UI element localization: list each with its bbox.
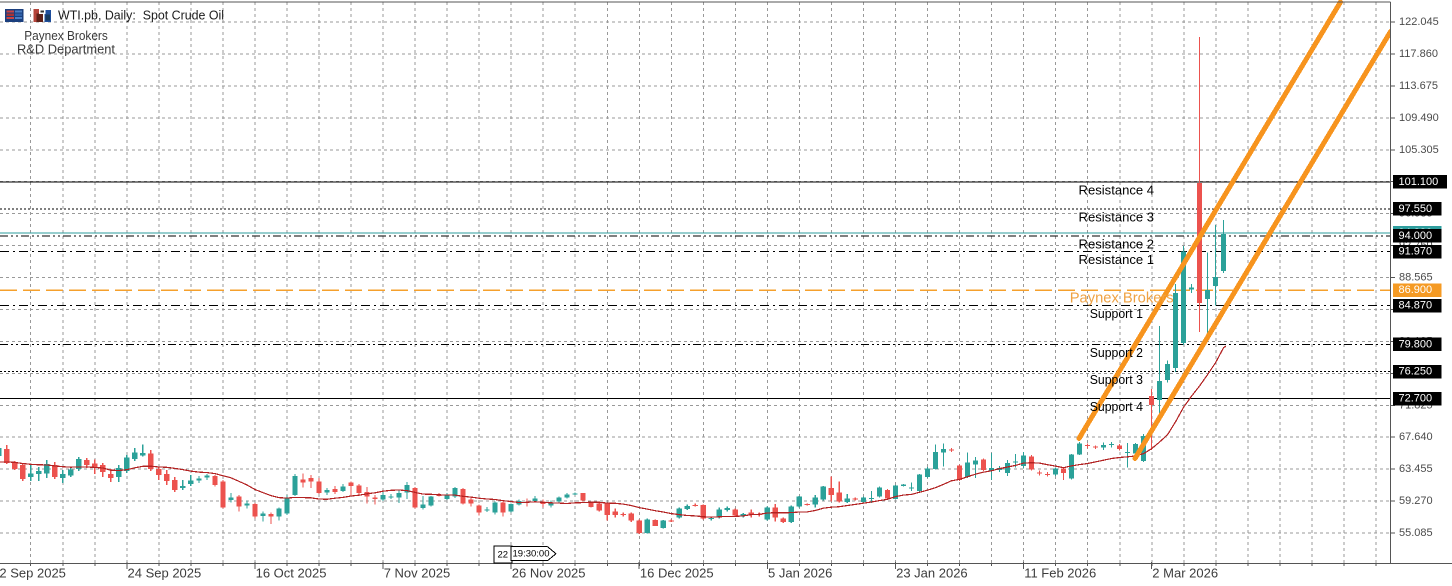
svg-text:97.550: 97.550 bbox=[1399, 203, 1433, 215]
svg-text:24 Sep 2025: 24 Sep 2025 bbox=[128, 565, 202, 580]
svg-text:R&D Department: R&D Department bbox=[17, 41, 115, 56]
svg-text:122.045: 122.045 bbox=[1399, 16, 1439, 28]
svg-text:2 Sep 2025: 2 Sep 2025 bbox=[0, 565, 66, 580]
svg-text:Paynex Brokers: Paynex Brokers bbox=[1070, 290, 1174, 307]
svg-text:22: 22 bbox=[498, 549, 509, 560]
svg-text:72.700: 72.700 bbox=[1399, 393, 1433, 405]
svg-text:7 Nov 2025: 7 Nov 2025 bbox=[384, 565, 451, 580]
svg-text:Paynex Brokers: Paynex Brokers bbox=[24, 28, 108, 43]
svg-text:Support 4: Support 4 bbox=[1090, 399, 1143, 414]
svg-text:55.085: 55.085 bbox=[1399, 527, 1433, 539]
svg-text:Support 3: Support 3 bbox=[1090, 372, 1143, 387]
svg-text:105.305: 105.305 bbox=[1399, 144, 1439, 156]
svg-text:79.800: 79.800 bbox=[1399, 338, 1433, 350]
svg-text:2 Mar 2026: 2 Mar 2026 bbox=[1152, 565, 1218, 580]
svg-text:Resistance 2: Resistance 2 bbox=[1079, 237, 1155, 252]
svg-text:16 Dec 2025: 16 Dec 2025 bbox=[640, 565, 714, 580]
svg-text:109.490: 109.490 bbox=[1399, 112, 1439, 124]
svg-text:23 Jan 2026: 23 Jan 2026 bbox=[896, 565, 968, 580]
svg-text:63.455: 63.455 bbox=[1399, 463, 1433, 475]
svg-text:Support 2: Support 2 bbox=[1090, 345, 1143, 360]
svg-text:86.900: 86.900 bbox=[1399, 284, 1433, 296]
svg-text:94.000: 94.000 bbox=[1399, 230, 1433, 242]
svg-text:76.250: 76.250 bbox=[1399, 366, 1433, 378]
svg-text:11 Feb 2026: 11 Feb 2026 bbox=[1024, 565, 1096, 580]
svg-text:88.565: 88.565 bbox=[1399, 272, 1433, 284]
svg-text:Support 1: Support 1 bbox=[1090, 306, 1143, 321]
svg-text:Resistance 4: Resistance 4 bbox=[1079, 182, 1155, 197]
svg-text:16 Oct 2025: 16 Oct 2025 bbox=[256, 565, 327, 580]
svg-text:Resistance 1: Resistance 1 bbox=[1079, 252, 1155, 267]
svg-text:113.675: 113.675 bbox=[1399, 80, 1438, 92]
svg-text:59.270: 59.270 bbox=[1399, 495, 1433, 507]
svg-text:5 Jan 2026: 5 Jan 2026 bbox=[768, 565, 832, 580]
svg-text:67.640: 67.640 bbox=[1399, 431, 1433, 443]
svg-text:26 Nov 2025: 26 Nov 2025 bbox=[512, 565, 586, 580]
svg-text:19:30:00: 19:30:00 bbox=[513, 549, 550, 560]
svg-text:Resistance 3: Resistance 3 bbox=[1079, 209, 1155, 224]
svg-text:WTI.pb, Daily: Spot Crude Oil: WTI.pb, Daily: Spot Crude Oil bbox=[58, 7, 224, 22]
svg-text:84.870: 84.870 bbox=[1399, 300, 1433, 312]
svg-text:117.860: 117.860 bbox=[1399, 48, 1438, 60]
svg-text:101.100: 101.100 bbox=[1399, 176, 1439, 188]
svg-text:91.970: 91.970 bbox=[1399, 246, 1433, 258]
